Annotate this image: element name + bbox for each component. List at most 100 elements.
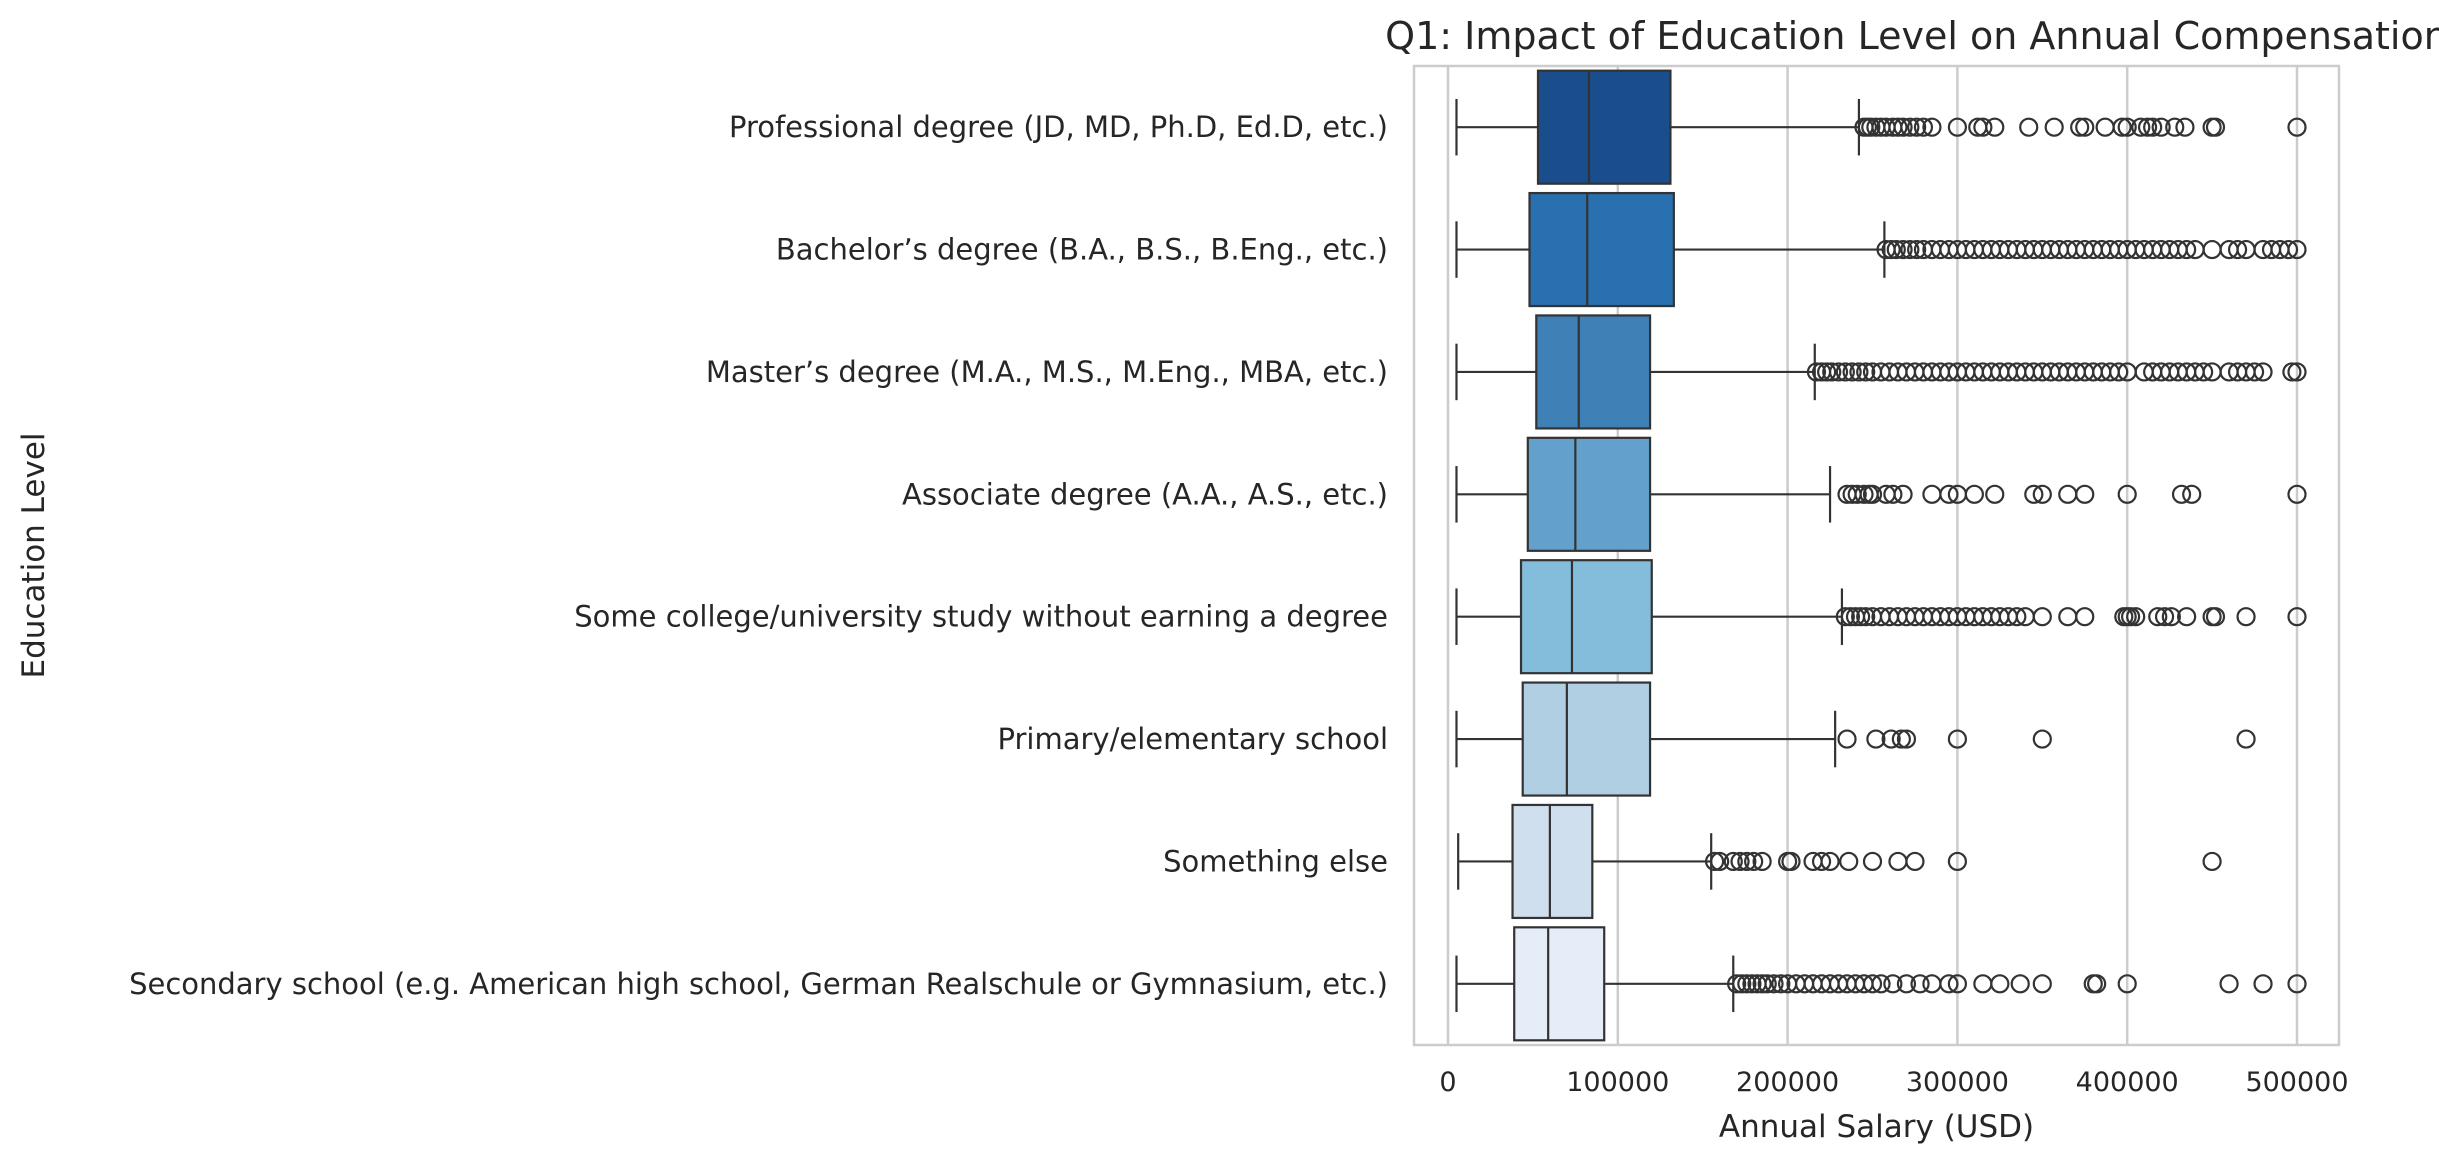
outlier-point bbox=[1839, 851, 1859, 872]
outlier-point bbox=[1835, 607, 1855, 627]
outlier-point bbox=[2177, 239, 2197, 260]
outlier-point bbox=[1757, 974, 1777, 994]
outlier-point bbox=[1973, 974, 1993, 994]
outlier-point bbox=[2126, 607, 2146, 627]
iqr-box bbox=[1535, 314, 1652, 430]
outlier-point bbox=[1896, 974, 1917, 994]
x-tick-label: 400000 bbox=[2076, 1067, 2179, 1098]
outlier-point bbox=[1907, 239, 1927, 260]
outlier-point bbox=[1732, 974, 1752, 994]
outlier-point bbox=[1939, 974, 1959, 994]
outlier-point bbox=[2117, 484, 2137, 504]
y-axis-title: Education Level bbox=[16, 432, 52, 678]
outlier-point bbox=[2131, 117, 2151, 137]
outlier-points bbox=[1704, 117, 2307, 994]
outlier-point bbox=[2282, 362, 2302, 382]
x-tick-label: 0 bbox=[1439, 1067, 1456, 1098]
outlier-point bbox=[2117, 974, 2137, 994]
outlier-point bbox=[1837, 729, 1857, 749]
outlier-point bbox=[1947, 729, 1968, 749]
outlier-point bbox=[1893, 117, 1913, 137]
outlier-point bbox=[2112, 117, 2132, 137]
outlier-point bbox=[1862, 974, 1883, 994]
outlier-point bbox=[2075, 607, 2095, 627]
category-label: Associate degree (A.A., A.S., etc.) bbox=[902, 477, 1388, 511]
box-group bbox=[1455, 559, 1844, 675]
outlier-point bbox=[2032, 484, 2052, 504]
outlier-point bbox=[2287, 607, 2307, 627]
outlier-point bbox=[1811, 851, 1832, 872]
outlier-point bbox=[2205, 117, 2226, 137]
outlier-point bbox=[2253, 974, 2273, 994]
outlier-point bbox=[2287, 239, 2307, 260]
outlier-point bbox=[1806, 362, 1827, 382]
outlier-point bbox=[1752, 851, 1772, 872]
outlier-point bbox=[1742, 974, 1762, 994]
outlier-point bbox=[2070, 117, 2090, 137]
box-group bbox=[1455, 314, 1816, 430]
outlier-point bbox=[2032, 729, 2052, 749]
outlier-point bbox=[2044, 117, 2064, 137]
outlier-point bbox=[2019, 117, 2039, 137]
outlier-point bbox=[1730, 851, 1750, 872]
outlier-point bbox=[2194, 362, 2214, 382]
outlier-point bbox=[2236, 607, 2256, 627]
outlier-point bbox=[1866, 729, 1886, 749]
category-label: Something else bbox=[1163, 844, 1388, 878]
outlier-point bbox=[1947, 117, 1968, 137]
outlier-point bbox=[1985, 117, 2005, 137]
outlier-point bbox=[1744, 851, 1764, 872]
outlier-point bbox=[1781, 851, 1801, 872]
outlier-point bbox=[2007, 607, 2027, 627]
box-group bbox=[1455, 436, 1832, 552]
outlier-point bbox=[1964, 484, 1984, 504]
x-tick-label: 500000 bbox=[2245, 1067, 2348, 1098]
outlier-point bbox=[1854, 484, 1874, 504]
outlier-point bbox=[1990, 974, 2010, 994]
x-axis-title: Annual Salary (USD) bbox=[1719, 1109, 2034, 1145]
outlier-point bbox=[1727, 974, 1747, 994]
outlier-point bbox=[1737, 851, 1757, 872]
outlier-point bbox=[1973, 117, 1993, 137]
iqr-box bbox=[1519, 559, 1653, 675]
outlier-point bbox=[2171, 484, 2192, 504]
box-series bbox=[1455, 69, 1886, 1042]
outlier-point bbox=[1861, 117, 1881, 137]
plot-frame bbox=[1412, 64, 2341, 1047]
outlier-point bbox=[2032, 607, 2052, 627]
chart-title: Q1: Impact of Education Level on Annual … bbox=[1385, 14, 2439, 58]
outlier-point bbox=[1737, 974, 1757, 994]
outlier-point bbox=[1922, 117, 1942, 137]
x-tick-labels: 0 100000 200000 300000 400000 500000 bbox=[1439, 1067, 2348, 1098]
outlier-point bbox=[1764, 974, 1784, 994]
outlier-point bbox=[2236, 729, 2256, 749]
outlier-point bbox=[2205, 607, 2226, 627]
category-label: Primary/elementary school bbox=[998, 722, 1388, 756]
box-group bbox=[1455, 681, 1837, 797]
category-label: Some college/university study without ea… bbox=[574, 600, 1388, 634]
x-tick-label: 200000 bbox=[1736, 1067, 1839, 1098]
outlier-point bbox=[1752, 974, 1772, 994]
outlier-point bbox=[2024, 484, 2044, 504]
category-label: Professional degree (JD, MD, Ph.D, Ed.D,… bbox=[729, 110, 1388, 144]
outlier-point bbox=[2287, 484, 2307, 504]
outlier-point bbox=[1862, 484, 1883, 504]
outlier-point bbox=[2032, 974, 2052, 994]
outlier-point bbox=[2117, 117, 2137, 137]
outlier-point bbox=[1828, 362, 1849, 382]
outlier-point bbox=[2148, 607, 2168, 627]
category-label: Master’s degree (M.A., M.S., M.Eng., MBA… bbox=[706, 355, 1388, 389]
outlier-point bbox=[1886, 239, 1906, 260]
outlier-point bbox=[1922, 974, 1942, 994]
outlier-point bbox=[1913, 117, 1934, 137]
iqr-box bbox=[1521, 681, 1652, 797]
outlier-point bbox=[1905, 851, 1925, 872]
iqr-box bbox=[1536, 69, 1672, 185]
outlier-point bbox=[2202, 851, 2222, 872]
outlier-point bbox=[1896, 729, 1917, 749]
outlier-point bbox=[2287, 362, 2307, 382]
outlier-point bbox=[1893, 484, 1913, 504]
outlier-point bbox=[2137, 117, 2158, 137]
outlier-point bbox=[1817, 362, 1837, 382]
